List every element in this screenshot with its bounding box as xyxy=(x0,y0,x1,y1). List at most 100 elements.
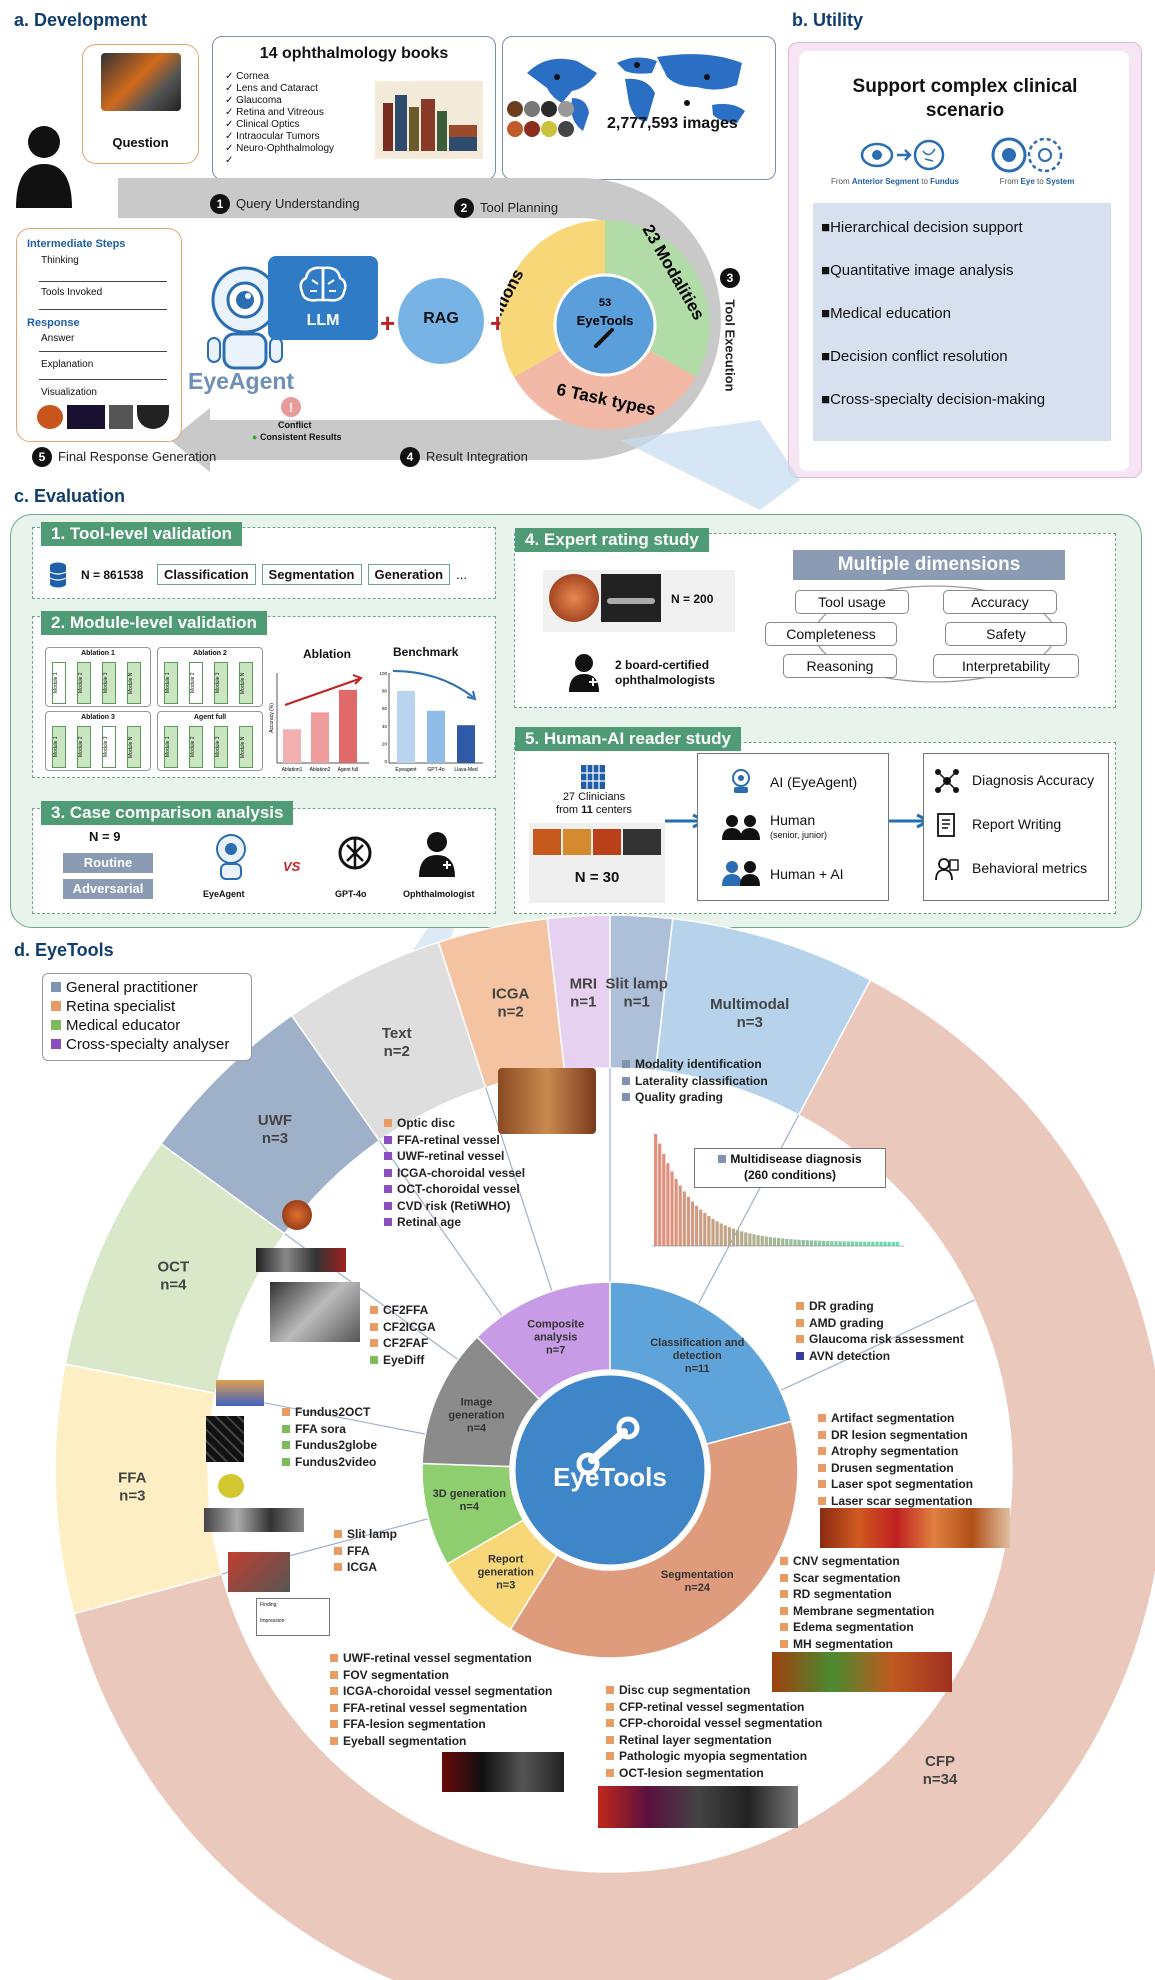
eyetools-center-label: EyeTools xyxy=(577,313,634,328)
tool-item: Retinal age xyxy=(384,1214,525,1231)
tool-color-square xyxy=(780,1590,788,1598)
expert-rating-title: 4. Expert rating study xyxy=(515,528,709,552)
multidisease-bar xyxy=(809,1240,813,1246)
multidisease-bar xyxy=(740,1231,744,1246)
warning-icon: ! xyxy=(281,397,301,417)
multidisease-bar xyxy=(674,1178,678,1246)
composite-tool-list: Optic disc FFA-retinal vessel UWF-retinal … xyxy=(384,1115,525,1231)
wrench-icon xyxy=(588,1428,628,1464)
dim-tool-usage: Tool usage xyxy=(795,590,909,614)
module-block: Module 1 xyxy=(164,662,178,704)
utility-panel: Support complex clinical scenario From A… xyxy=(788,42,1142,478)
segmentation-images-c xyxy=(598,1786,798,1828)
tool-item: OCT-lesion segmentation xyxy=(606,1765,822,1782)
ablation-bar xyxy=(339,689,357,763)
benchmark-chart-title: Benchmark xyxy=(393,645,459,659)
step-3-label: Tool Execution xyxy=(722,299,738,392)
module-block: Module 2 xyxy=(77,662,91,704)
step-3-num: 3 xyxy=(720,268,746,288)
report-input-image xyxy=(228,1552,290,1592)
step-2: 2 Tool Planning xyxy=(454,198,558,218)
anterior-caption: From Anterior Segment to Fundus xyxy=(830,177,960,186)
reader-arms: AI (EyeAgent) Human (senior, junior) Hum… xyxy=(697,753,889,901)
legend-swatch xyxy=(51,1001,61,1011)
multidisease-box: Multidisease diagnosis (260 conditions) xyxy=(694,1148,886,1188)
tool-item: FFA-lesion segmentation xyxy=(330,1716,552,1733)
tool-item: UWF-retinal vessel segmentation xyxy=(330,1650,552,1667)
tool-color-square xyxy=(330,1736,338,1745)
module-block: Module N xyxy=(239,726,253,768)
inner-ring-label: detection xyxy=(673,1350,722,1362)
routine-tag: Routine xyxy=(63,853,153,873)
tool-color-square xyxy=(780,1623,788,1631)
ablation-label: Ablation 3 xyxy=(81,714,115,721)
books-image xyxy=(375,81,483,159)
tool-item: Artifact segmentation xyxy=(818,1410,973,1427)
ablation-label: Ablation 2 xyxy=(193,650,227,657)
expert-images: N = 200 xyxy=(543,570,735,632)
multidisease-bar xyxy=(883,1241,887,1246)
multidisease-bar xyxy=(887,1241,891,1246)
brain-icon xyxy=(299,266,347,302)
outer-ring-count: n=1 xyxy=(624,994,650,1011)
outer-ring-label: MRI xyxy=(570,976,598,993)
module-block: Module N xyxy=(239,662,253,704)
video-frames xyxy=(204,1508,304,1532)
tool-color-square xyxy=(384,1218,392,1226)
svg-text:!: ! xyxy=(289,400,293,415)
cf2ffa-images xyxy=(270,1282,360,1342)
tool-color-square xyxy=(384,1135,392,1144)
outer-ring-label: FFA xyxy=(118,1470,146,1487)
utility-item: ■Quantitative image analysis xyxy=(821,262,1014,279)
utility-item: ■Cross-specialty decision-making xyxy=(821,391,1046,408)
outer-ring-count: n=4 xyxy=(160,1277,187,1294)
rag-label: RAG xyxy=(423,310,459,327)
benchmark-tick: GPT-4o xyxy=(427,767,444,773)
utility-item: ■Hierarchical decision support xyxy=(821,219,1023,236)
dim-reasoning: Reasoning xyxy=(783,654,897,678)
dim-completeness: Completeness xyxy=(765,622,897,646)
multidisease-bar xyxy=(703,1213,707,1246)
inner-ring-count: n=7 xyxy=(546,1345,565,1357)
ablation-label: Agent full xyxy=(193,714,227,721)
benchmark-trend-arrow xyxy=(392,670,474,698)
module-block: Module 2 xyxy=(189,726,203,768)
human-ai-icon xyxy=(722,861,760,886)
module-block: Module 1 xyxy=(164,726,178,768)
multidisease-bar xyxy=(871,1241,875,1246)
tool-item: AVN detection xyxy=(796,1348,964,1365)
tool-item: Fundus2OCT xyxy=(282,1404,377,1421)
book-item: ✓ xyxy=(225,155,234,166)
module-level-box: 2. Module-level validation Ablation 1 Mod… xyxy=(32,611,496,778)
tool-item: Glaucoma risk assessment xyxy=(796,1331,964,1348)
tool-color-square xyxy=(606,1735,614,1744)
inner-ring-label: Composite xyxy=(527,1319,584,1331)
tool-item: ICGA xyxy=(334,1559,397,1576)
tool-color-square xyxy=(282,1457,290,1466)
multidisease-bar xyxy=(723,1225,727,1246)
tool-color-square xyxy=(384,1201,392,1210)
expert-raters: 2 board-certified ophthalmologists xyxy=(615,658,715,687)
hospital-icon xyxy=(581,765,605,789)
ablation-trend-arrow xyxy=(284,678,360,706)
multidisease-bar xyxy=(867,1241,871,1246)
vs-label: VS xyxy=(283,859,301,874)
multidisease-bar xyxy=(834,1241,838,1246)
multidisease-bar xyxy=(863,1241,867,1246)
tool-item: UWF-retinal vessel xyxy=(384,1148,525,1165)
globe-image xyxy=(218,1474,244,1498)
multidisease-bar xyxy=(731,1228,736,1246)
multidisease-bar xyxy=(662,1153,666,1246)
multidisease-bar xyxy=(678,1185,682,1246)
3d-generation-tool-list: Fundus2OCT FFA sora Fundus2globe Fundus2vid… xyxy=(282,1404,377,1470)
multidisease-bar xyxy=(805,1240,809,1246)
user-icon xyxy=(16,126,72,208)
tool-item: Laser scar segmentation xyxy=(818,1493,973,1510)
tool-item: FOV segmentation xyxy=(330,1667,552,1684)
reader-study-box: 5. Human-AI reader study 27 Clinicians f… xyxy=(514,727,1116,914)
tool-item: DR grading xyxy=(796,1298,964,1315)
tool-color-square xyxy=(606,1752,614,1760)
tag-generation: Generation xyxy=(367,564,451,585)
multidisease-bar xyxy=(875,1241,879,1246)
step-5: 5 Final Response Generation xyxy=(32,447,216,467)
